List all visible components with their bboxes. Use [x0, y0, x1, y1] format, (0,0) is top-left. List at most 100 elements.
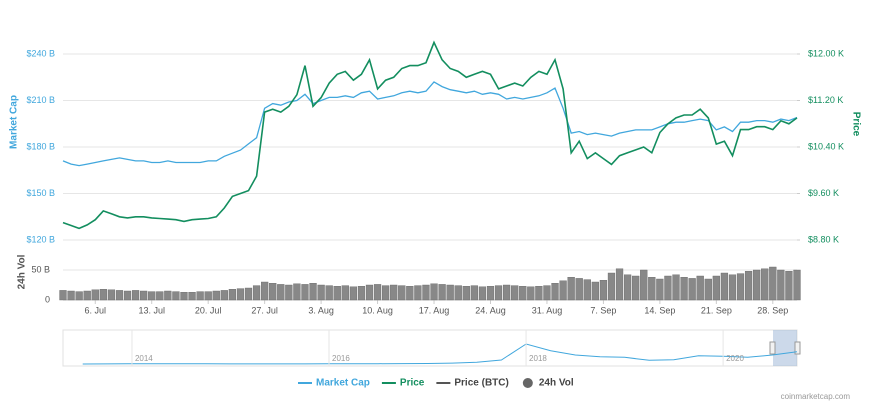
legend-item[interactable]: Price (BTC)	[436, 378, 509, 389]
volume-bar	[83, 290, 91, 301]
volume-bar	[430, 283, 438, 301]
volume-bar	[75, 291, 83, 301]
volume-bar	[220, 290, 228, 301]
volume-bar	[228, 289, 237, 301]
y-tick-label: $240 B	[26, 48, 55, 58]
x-tick-label: 17. Aug	[419, 305, 450, 315]
y2-axis-title: Price	[850, 112, 861, 137]
volume-bar	[107, 289, 116, 301]
volume-bar	[373, 284, 382, 301]
volume-bar	[261, 281, 269, 301]
volume-bar	[785, 271, 793, 301]
volume-bar	[519, 286, 527, 301]
legend-label: Price (BTC)	[454, 378, 508, 389]
volume-bar	[599, 280, 608, 301]
volume-bar	[156, 291, 164, 301]
navigator-handle[interactable]	[794, 341, 801, 355]
volume-bar	[91, 289, 99, 301]
y-axis-title: Market Cap	[9, 95, 20, 149]
volume-bar	[67, 290, 75, 301]
volume-bar	[462, 286, 470, 301]
volume-bar	[244, 287, 253, 301]
volume-bar	[728, 274, 737, 301]
volume-bar	[502, 284, 511, 301]
y-tick-label: $180 B	[26, 141, 55, 151]
volume-bar	[131, 290, 140, 301]
volume-bar	[414, 285, 422, 301]
volume-bar	[115, 290, 124, 301]
volume-bar	[511, 285, 519, 301]
x-tick-label: 13. Jul	[138, 305, 165, 315]
volume-bar	[438, 284, 446, 301]
vol-axis-title: 24h Vol	[17, 254, 28, 289]
x-tick-label: 3. Aug	[308, 305, 334, 315]
volume-bar	[656, 278, 664, 301]
volume-bar	[349, 286, 358, 301]
volume-bar	[543, 285, 551, 301]
x-tick-label: 31. Aug	[532, 305, 563, 315]
legend-symbol	[522, 378, 533, 388]
volume-bar	[761, 268, 769, 301]
volume-bar	[672, 274, 680, 301]
navigator-handle[interactable]	[769, 341, 776, 355]
navigator-tick-label: 2020	[726, 354, 744, 363]
volume-bar	[180, 292, 188, 301]
vol-tick-label: 0	[45, 294, 50, 304]
volume-bar	[575, 278, 583, 301]
volume-bar	[406, 286, 414, 301]
y2-tick-label: $9.60 K	[808, 188, 839, 198]
volume-bar	[164, 290, 172, 301]
legend-label: Market Cap	[316, 378, 370, 389]
y-tick-label: $150 B	[26, 188, 55, 198]
volume-bar	[446, 284, 454, 301]
volume-bar	[736, 273, 745, 301]
legend-item[interactable]: Price	[381, 378, 425, 389]
volume-bar	[123, 290, 132, 301]
volume-bar	[317, 284, 325, 301]
volume-bar	[325, 285, 333, 301]
volume-bar	[269, 283, 277, 301]
volume-bar	[172, 291, 180, 301]
x-tick-label: 7. Sep	[590, 305, 616, 315]
volume-bar	[365, 284, 374, 301]
y2-tick-label: $12.00 K	[808, 48, 844, 58]
volume-bar	[769, 266, 777, 301]
series-line	[62, 40, 798, 230]
volume-bar	[623, 274, 632, 301]
volume-bar	[712, 275, 720, 301]
legend-item[interactable]: Market Cap	[298, 378, 370, 389]
volume-bar	[632, 275, 640, 301]
volume-bar	[688, 278, 696, 301]
navigator-window[interactable]	[773, 330, 797, 366]
x-tick-label: 10. Aug	[362, 305, 393, 315]
navigator-frame	[62, 329, 798, 367]
volume-bar	[535, 286, 543, 301]
volume-bar	[236, 288, 245, 301]
volume-bar	[753, 269, 761, 301]
volume-bar	[591, 281, 599, 301]
volume-bar	[252, 285, 261, 301]
y-tick-label: $210 B	[26, 95, 55, 105]
volume-bar	[567, 277, 575, 301]
volume-bar	[333, 286, 341, 301]
volume-bar	[148, 291, 156, 301]
navigator-line	[82, 343, 798, 365]
volume-bar	[99, 289, 107, 301]
volume-bar	[341, 285, 349, 301]
volume-bar	[793, 269, 801, 301]
volume-bar	[640, 269, 648, 301]
volume-bar	[204, 291, 212, 301]
volume-bar	[140, 290, 148, 301]
legend-item[interactable]: 24h Vol	[522, 378, 574, 389]
volume-bar	[301, 284, 309, 301]
volume-bar	[704, 278, 712, 301]
x-tick-label: 14. Sep	[644, 305, 675, 315]
volume-bar	[196, 291, 204, 301]
volume-bar	[293, 283, 301, 301]
volume-bar	[454, 285, 462, 301]
navigator-tick-label: 2014	[135, 354, 153, 363]
volume-bar	[720, 272, 729, 301]
volume-bar	[422, 284, 430, 301]
volume-bar	[478, 286, 487, 301]
